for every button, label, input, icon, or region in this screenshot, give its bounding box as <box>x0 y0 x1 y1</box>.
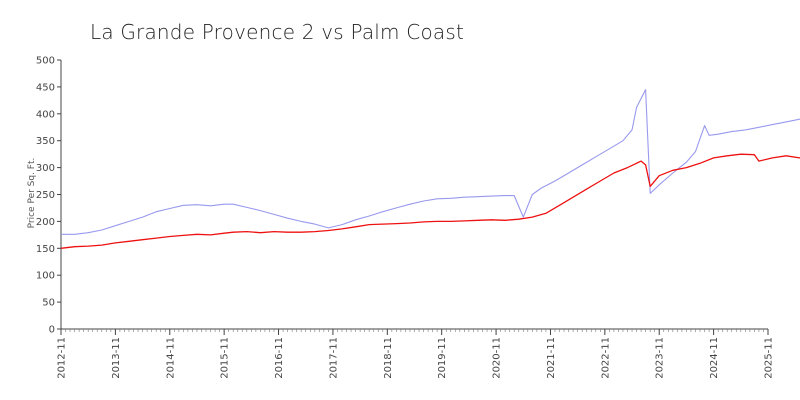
y-tick-label: 0 <box>49 325 55 336</box>
x-tick-label: 2017-11 <box>328 337 339 379</box>
x-tick-label: 2012-11 <box>57 337 68 379</box>
x-tick-label: 2013-11 <box>111 337 122 379</box>
y-tick-label: 100 <box>36 271 55 282</box>
x-tick-label: 2022-11 <box>600 337 611 379</box>
y-axis-label: Price Per Sq. Ft. <box>27 158 37 229</box>
y-tick-label: 150 <box>36 244 55 255</box>
y-tick-label: 250 <box>36 190 55 201</box>
y-tick-label: 450 <box>36 82 55 93</box>
x-tick-label: 2024-11 <box>709 337 720 379</box>
x-tick-label: 2025-11 <box>764 337 775 379</box>
y-tick-label: 350 <box>36 136 55 147</box>
x-tick-label: 2014-11 <box>165 337 176 379</box>
y-tick-label: 300 <box>36 163 55 174</box>
y-tick-label: 50 <box>42 298 55 309</box>
chart-title: La Grande Provence 2 vs Palm Coast <box>90 20 464 44</box>
x-tick-label: 2021-11 <box>546 337 557 379</box>
y-tick-label: 200 <box>36 217 55 228</box>
y-axis: 0 50 100 150 200 250 300 350 400 450 500 <box>36 56 62 336</box>
x-axis: 2012-11 2013-11 2014-11 2015-11 2016-11 2017-… <box>57 328 775 379</box>
x-tick-label: 2016-11 <box>274 337 285 379</box>
y-tick-label: 500 <box>36 56 55 67</box>
x-tick-label: 2020-11 <box>492 337 503 379</box>
x-tick-label: 2023-11 <box>655 337 666 379</box>
x-tick-label: 2015-11 <box>220 337 231 379</box>
x-tick-label: 2019-11 <box>437 337 448 379</box>
series-layer <box>60 89 800 249</box>
x-tick-label: 2018-11 <box>383 337 394 379</box>
y-tick-label: 400 <box>36 109 55 120</box>
series-line-0 <box>61 89 800 235</box>
series-line-1 <box>60 153 800 249</box>
